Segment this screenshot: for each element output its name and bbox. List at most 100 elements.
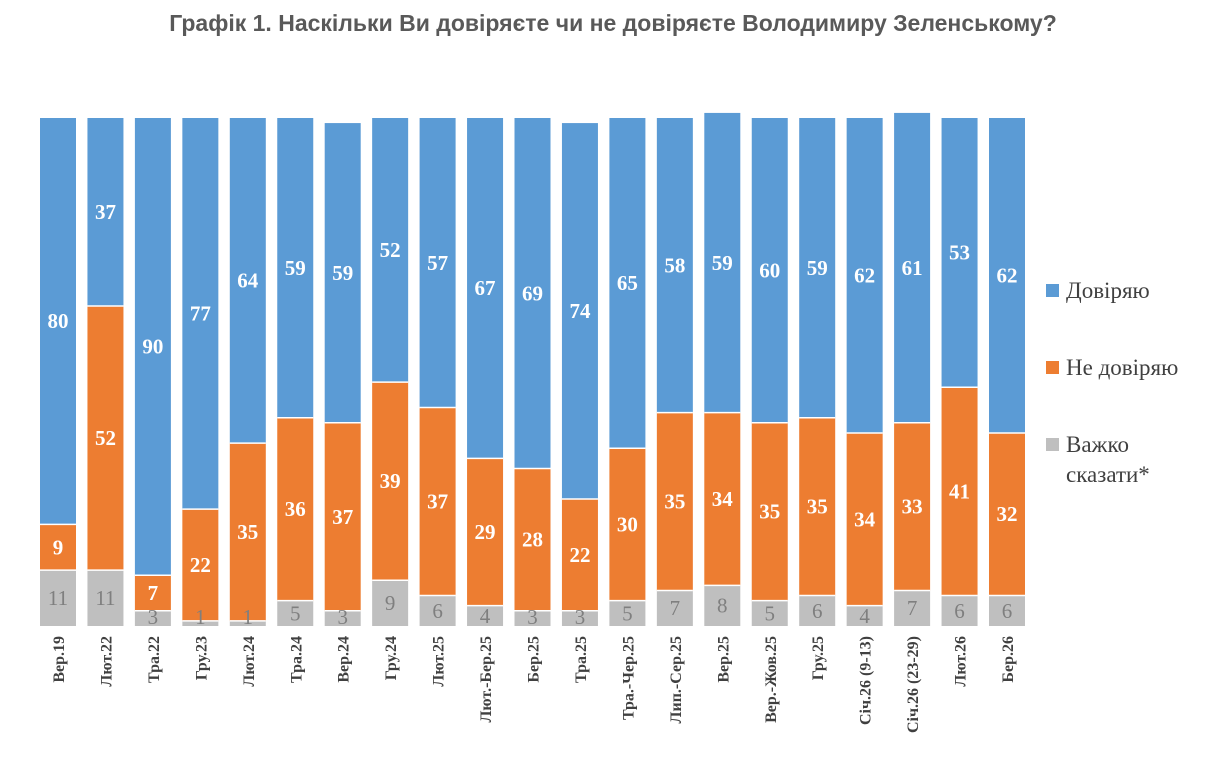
category-tick-label: Вер.-Жов.25 xyxy=(763,636,780,723)
data-label: 64 xyxy=(237,269,259,293)
bar-segment-distrust xyxy=(609,448,646,601)
data-label: 3 xyxy=(575,605,586,629)
category-tick-label: Лют.24 xyxy=(241,636,258,687)
bar-segment-distrust xyxy=(229,443,266,621)
data-label: 37 xyxy=(427,490,448,514)
bar-segment-hard-to-say xyxy=(229,620,266,626)
category-tick-label: Січ.26 (23-29) xyxy=(905,636,922,733)
data-label: 7 xyxy=(148,581,159,605)
bar-segment-trust xyxy=(40,118,76,525)
legend-label: сказати* xyxy=(1066,462,1150,487)
legend-label: Не довіряю xyxy=(1066,355,1178,380)
bar-segment-trust xyxy=(324,123,361,423)
category-tick-label: Лют.22 xyxy=(98,636,115,687)
bar-segment-hard-to-say xyxy=(751,600,788,626)
data-label: 60 xyxy=(759,258,780,282)
data-label: 29 xyxy=(475,520,496,544)
data-label: 7 xyxy=(670,596,681,620)
data-label: 3 xyxy=(527,605,538,629)
bar-segment-hard-to-say xyxy=(514,610,551,626)
data-label: 62 xyxy=(997,263,1018,287)
bar-segment-trust xyxy=(514,118,551,469)
category-tick-label: Вер.24 xyxy=(336,636,353,683)
data-label: 34 xyxy=(854,507,876,531)
bar-segment-trust xyxy=(229,118,266,444)
bar-segment-hard-to-say xyxy=(846,605,883,626)
data-label: 36 xyxy=(285,497,306,521)
bar-segment-trust xyxy=(704,112,741,413)
bar-segment-distrust xyxy=(372,382,409,581)
data-label: 61 xyxy=(902,256,923,280)
data-label: 59 xyxy=(712,251,733,275)
data-label: 62 xyxy=(854,263,875,287)
data-label: 39 xyxy=(380,469,401,493)
data-label: 35 xyxy=(807,495,828,519)
data-label: 9 xyxy=(53,535,64,559)
data-label: 22 xyxy=(190,553,211,577)
bar-segment-distrust xyxy=(134,575,171,611)
data-label: 5 xyxy=(765,601,776,625)
legend-swatch xyxy=(1046,284,1059,297)
data-label: 11 xyxy=(48,586,68,610)
data-label: 58 xyxy=(664,253,685,277)
data-label: 1 xyxy=(243,605,254,629)
data-label: 53 xyxy=(949,241,970,265)
bar-segment-trust xyxy=(419,118,456,408)
data-label: 4 xyxy=(480,604,491,628)
data-label: 37 xyxy=(95,200,116,224)
data-label: 35 xyxy=(237,520,258,544)
data-label: 6 xyxy=(954,599,965,623)
bar-segment-distrust xyxy=(277,417,314,601)
data-label: 34 xyxy=(712,487,734,511)
bar-segment-hard-to-say xyxy=(609,600,646,626)
data-label: 7 xyxy=(907,596,918,620)
data-label: 67 xyxy=(475,276,496,300)
data-label: 6 xyxy=(1002,599,1013,623)
category-tick-label: Січ.26 (9-13) xyxy=(858,636,875,725)
bar-segment-trust xyxy=(372,118,409,383)
data-label: 6 xyxy=(432,599,443,623)
category-tick-label: Тра.25 xyxy=(573,636,590,683)
bar-segment-trust xyxy=(561,123,598,499)
bar-segment-trust xyxy=(277,118,314,418)
bar-segment-hard-to-say xyxy=(704,585,741,626)
data-label: 5 xyxy=(622,601,633,625)
bar-segment-trust xyxy=(87,118,124,306)
data-label: 33 xyxy=(902,495,923,519)
bar-segment-distrust xyxy=(941,387,978,596)
bar-segment-hard-to-say xyxy=(989,595,1025,626)
bar-segment-distrust xyxy=(704,412,741,586)
data-label: 35 xyxy=(759,500,780,524)
category-tick-label: Лют.26 xyxy=(953,636,970,687)
data-label: 11 xyxy=(95,586,115,610)
bar-segment-hard-to-say xyxy=(561,610,598,626)
data-label: 59 xyxy=(285,256,306,280)
category-labels-group: Вер.19 Лют.22 Тра.22 Гру.23 Лют.24 Тра.24 Вер.… xyxy=(51,636,1017,733)
category-tick-label: Гру.25 xyxy=(810,636,827,680)
category-tick-label: Вер.25 xyxy=(715,636,732,683)
bar-segment-distrust xyxy=(894,422,931,591)
legend-swatch xyxy=(1046,438,1059,451)
data-label: 5 xyxy=(290,601,301,625)
category-tick-label: Тра.24 xyxy=(288,636,305,683)
category-tick-label: Лют.25 xyxy=(431,636,448,687)
bar-segment-trust xyxy=(134,118,171,576)
legend-label: Довіряю xyxy=(1066,278,1150,303)
category-tick-label: Гру.24 xyxy=(383,636,400,680)
legend-label: Важко xyxy=(1066,432,1129,457)
bar-segment-hard-to-say xyxy=(799,595,836,626)
data-label: 37 xyxy=(332,505,353,529)
bar-segment-hard-to-say xyxy=(941,595,978,626)
bar-segment-hard-to-say xyxy=(894,590,931,626)
category-tick-label: Лип.-Сер.25 xyxy=(668,636,685,723)
bar-segment-trust xyxy=(799,118,836,418)
bar-segment-distrust xyxy=(182,509,219,621)
bars-group xyxy=(40,112,1025,626)
bar-segment-trust xyxy=(609,118,646,449)
data-label: 32 xyxy=(997,502,1018,526)
bar-segment-trust xyxy=(941,118,978,388)
bar-segment-distrust xyxy=(656,412,693,591)
data-label: 35 xyxy=(664,490,685,514)
bar-segment-hard-to-say xyxy=(467,605,504,626)
data-label: 30 xyxy=(617,512,638,536)
